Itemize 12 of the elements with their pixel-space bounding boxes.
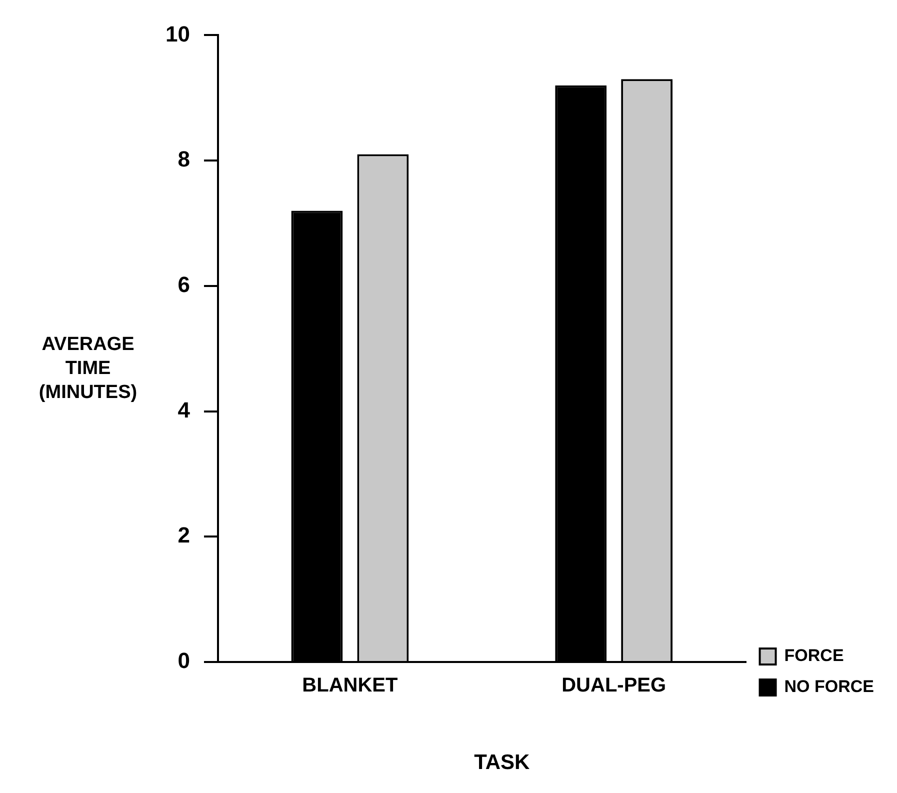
legend-label: NO FORCE [784,677,874,696]
y-tick-label: 0 [178,648,190,674]
y-tick-label: 4 [178,397,191,422]
x-tick-label: BLANKET [302,674,398,697]
y-axis-title: AVERAGE TIME (MINUTES) [38,334,138,403]
y-tick-label: 2 [178,522,190,548]
y-tick-label: 8 [178,146,190,172]
legend-label: FORCE [784,646,844,666]
y-tick-label: 10 [166,21,190,46]
y-tick-label: 6 [178,272,190,297]
x-tick-label: DUAL-PEG [562,674,666,697]
x-axis-title: TASK [474,750,530,774]
